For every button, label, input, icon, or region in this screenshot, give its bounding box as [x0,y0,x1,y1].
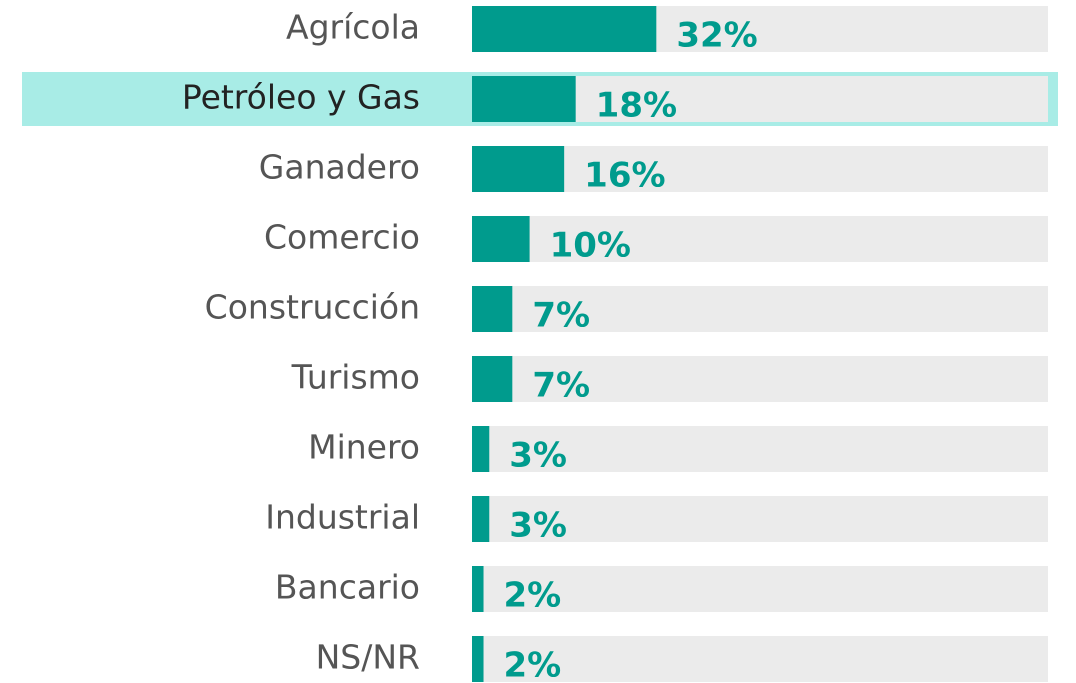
bar [472,356,513,402]
value-label: 3% [509,506,567,546]
bar-track [472,286,1048,332]
category-label: Comercio [264,218,420,257]
bar-track [472,636,1048,682]
category-label: Turismo [291,358,420,397]
bar-track [472,216,1048,262]
value-label: 7% [532,296,590,336]
value-label: 3% [509,436,567,476]
category-label: Industrial [265,498,420,537]
value-label: 16% [584,156,665,196]
bar-track [472,496,1048,542]
category-label: Petróleo y Gas [182,78,420,117]
bar-track [472,426,1048,472]
category-label: Bancario [275,568,420,607]
bar [472,216,530,262]
bar [472,286,513,332]
category-label: Construcción [205,288,420,327]
category-label: NS/NR [316,638,420,677]
bar-track [472,356,1048,402]
category-label: Ganadero [259,148,420,187]
value-label: 32% [676,16,757,56]
bar [472,6,657,52]
bar [472,76,576,122]
value-label: 2% [504,646,562,683]
bar [472,496,490,542]
bar [472,146,565,192]
category-label: Agrícola [286,8,420,47]
value-label: 2% [504,576,562,616]
bar-track [472,146,1048,192]
bar [472,566,484,612]
value-label: 18% [596,86,677,126]
category-label: Minero [308,428,420,467]
value-label: 10% [550,226,631,266]
bar [472,426,490,472]
bar [472,636,484,682]
value-label: 7% [532,366,590,406]
bar-track [472,566,1048,612]
